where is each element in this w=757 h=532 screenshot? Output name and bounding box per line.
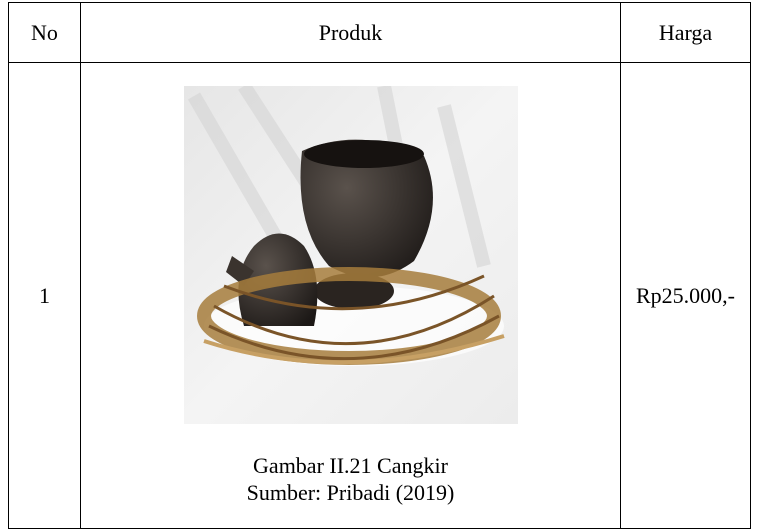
header-cell: Harga <box>620 2 751 63</box>
image-caption: Gambar II.21 Cangkir <box>253 452 448 478</box>
product-table: No Produk Harga 1 <box>8 2 751 529</box>
product-row: 1 <box>8 62 751 529</box>
price-cell: Rp25.000,- <box>620 62 751 529</box>
header-row: No Produk Harga <box>8 2 751 63</box>
row-number: 1 <box>8 62 81 529</box>
product-photo <box>183 85 518 424</box>
header-cell: No <box>8 2 81 63</box>
image-source: Sumber: Pribadi (2019) <box>246 479 455 505</box>
product-cell: Gambar II.21 Cangkir Sumber: Pribadi (20… <box>80 62 621 529</box>
header-cell: Produk <box>80 2 621 63</box>
